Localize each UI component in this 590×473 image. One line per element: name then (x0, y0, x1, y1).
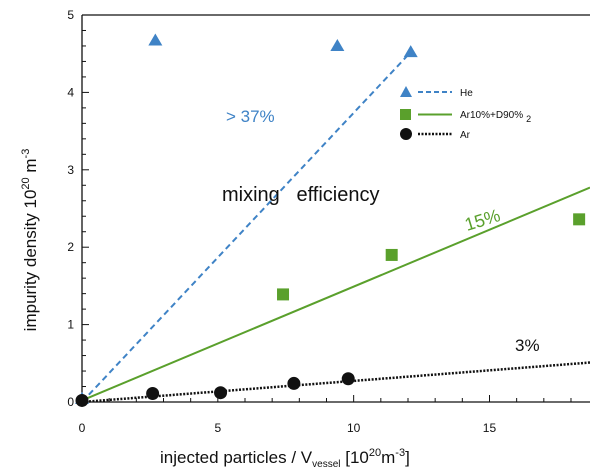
legend-ar-circle-marker (400, 128, 412, 140)
annotation-ar-d2-efficiency: 15% (462, 205, 502, 235)
x-tick-label-10: 10 (347, 421, 361, 435)
legend-ar-label: Ar (460, 130, 471, 141)
fit-lines (81, 51, 590, 404)
y-tick-label-1: 1 (67, 318, 74, 332)
point-ar-3 (287, 376, 301, 390)
data-points (75, 33, 586, 407)
axes (81, 14, 590, 403)
annotation-mixing-efficiency: mixing efficiency (222, 184, 379, 206)
x-tick-label-0: 0 (79, 421, 86, 435)
fit-line-ar (81, 361, 590, 404)
legend-entry-he: He (400, 86, 473, 99)
point-he-2 (330, 38, 345, 51)
legend-entry-ar-d2: Ar10%+D90% 2 (400, 109, 531, 124)
point-he-1 (148, 33, 163, 46)
annotation-ar-efficiency: 3% (515, 336, 540, 355)
x-axis-label-unit-exp1: 20 (369, 447, 381, 459)
fit-line-ar10-d90 (81, 186, 590, 402)
x-axis-label: injected particles / Vvessel [1020m-3] (160, 447, 410, 470)
legend-ar-d2-label-sub: 2 (526, 114, 531, 124)
x-tick-label-5: 5 (214, 421, 221, 435)
point-he-3 (403, 45, 418, 58)
point-ar10-d90-1 (385, 248, 398, 261)
legend-ar-d2-square-marker (400, 109, 411, 120)
annotation-he-efficiency: > 37% (226, 107, 275, 126)
y-tick-label-4: 4 (67, 85, 74, 99)
point-ar-0 (75, 393, 89, 407)
point-ar-1 (146, 386, 160, 400)
x-tick-label-15: 15 (483, 421, 497, 435)
x-axis-label-main: injected particles / V (160, 448, 313, 467)
x-axis-label-sub: vessel (312, 459, 340, 470)
y-axis-label: impurity density 1020 m-3 (20, 149, 40, 332)
legend-entry-ar: Ar (400, 128, 471, 141)
y-axis-label-exp2: -3 (20, 149, 32, 159)
point-ar-2 (214, 386, 228, 400)
legend-ar-d2-label: Ar10%+D90% 2 (460, 110, 531, 124)
y-tick-label-0: 0 (67, 395, 74, 409)
y-tick-label-5: 5 (67, 8, 74, 22)
y-axis-label-main: impurity density 10 (21, 190, 40, 332)
y-tick-label-3: 3 (67, 163, 74, 177)
x-axis-label-unit-close: ] (405, 448, 410, 467)
y-tick-label-2: 2 (67, 240, 74, 254)
fit-line-he (81, 51, 412, 403)
legend: He Ar10%+D90% 2 Ar (400, 86, 531, 141)
legend-ar-d2-label-main: Ar10%+D90% (460, 110, 523, 121)
legend-he-triangle-marker (400, 86, 412, 97)
legend-he-label: He (460, 88, 473, 99)
x-axis-label-unit-exp2: -3 (395, 447, 405, 459)
x-axis-label-unit-mid: m (381, 448, 395, 467)
point-ar-4 (341, 372, 355, 386)
y-axis-label-unit: m (21, 158, 40, 177)
ticks: 0 1 2 3 4 5 0 5 10 15 (67, 8, 572, 435)
x-axis-label-unit-open: [10 (341, 448, 369, 467)
point-ar10-d90-2 (573, 213, 586, 226)
y-axis-label-exp1: 20 (20, 177, 32, 189)
point-ar10-d90-0 (277, 288, 290, 301)
